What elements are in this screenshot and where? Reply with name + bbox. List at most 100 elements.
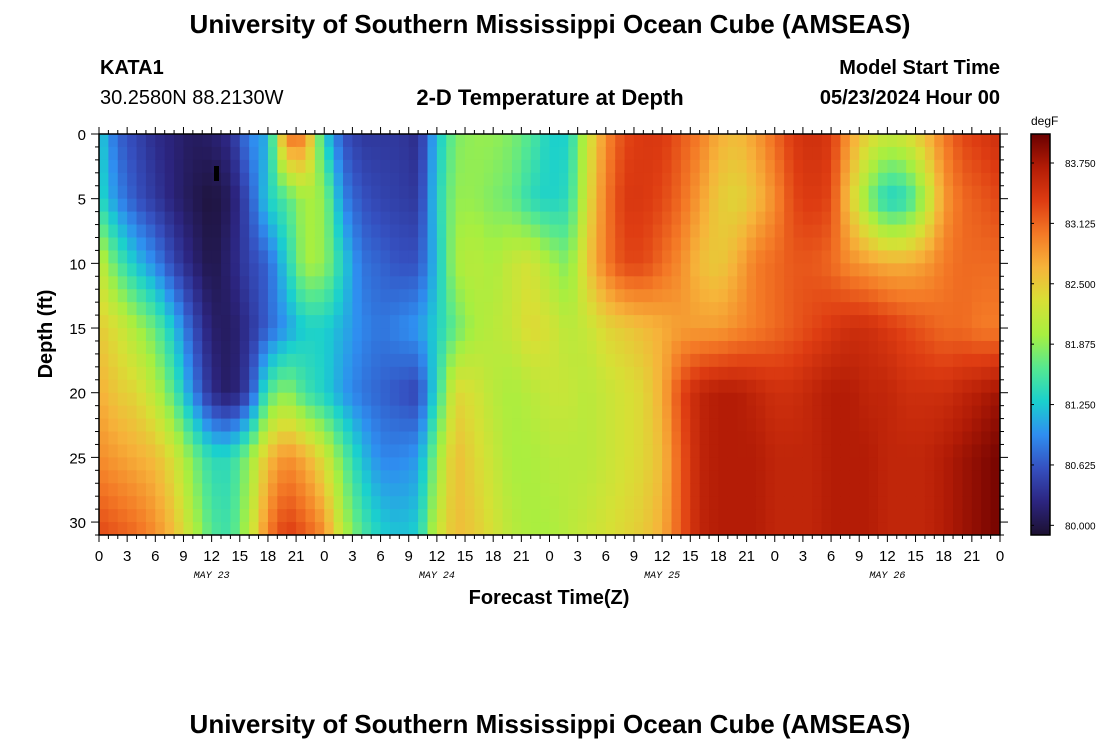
heat-cell <box>924 444 935 458</box>
heat-cell <box>652 146 663 161</box>
heat-cell <box>155 405 166 420</box>
heat-cell <box>333 470 344 484</box>
heat-cell <box>981 379 992 394</box>
heat-cell <box>361 276 372 290</box>
heat-cell <box>174 198 185 213</box>
heat-cell <box>727 172 738 187</box>
heat-cell <box>718 315 729 329</box>
heat-cell <box>540 522 551 535</box>
heat-cell <box>615 405 626 420</box>
heat-cell <box>483 496 494 510</box>
heat-cell <box>511 353 522 368</box>
heat-cell <box>192 496 203 510</box>
heat-cell <box>352 470 363 484</box>
heat-cell <box>221 263 231 277</box>
heat-cell <box>821 509 832 523</box>
heat-cell <box>474 263 485 277</box>
heat-cell <box>389 353 400 368</box>
heat-cell <box>427 496 438 510</box>
heat-cell <box>155 496 166 510</box>
heat-cell <box>737 366 748 381</box>
heat-cell <box>230 211 241 226</box>
heat-cell <box>981 328 992 342</box>
heat-cell <box>934 211 945 226</box>
heat-cell <box>596 237 607 252</box>
heat-cell <box>493 328 504 342</box>
heat-cell <box>239 340 250 355</box>
heat-cell <box>877 315 888 329</box>
heat-cell <box>117 224 128 239</box>
heat-cell <box>192 366 203 381</box>
heat-cell <box>155 250 166 264</box>
footer-title: University of Southern Mississippi Ocean… <box>189 709 911 739</box>
heat-cell <box>511 237 522 252</box>
heat-cell <box>239 172 250 187</box>
heat-cell <box>174 353 185 368</box>
heat-cell <box>680 483 691 497</box>
heat-cell <box>145 185 156 200</box>
heat-cell <box>511 289 522 303</box>
heat-cell <box>615 496 626 510</box>
heat-cell <box>239 457 250 471</box>
heat-cell <box>812 470 823 484</box>
heat-cell <box>662 224 673 239</box>
heat-cell <box>915 379 926 394</box>
heat-cell <box>371 185 382 200</box>
heat-cell <box>662 211 673 226</box>
heat-cell <box>896 315 907 329</box>
heat-cell <box>558 159 569 174</box>
heat-cell <box>117 276 128 290</box>
heat-cell <box>202 496 213 510</box>
heat-cell <box>418 185 429 200</box>
heat-cell <box>765 496 776 510</box>
heat-cell <box>840 457 851 471</box>
heat-cell <box>436 340 447 355</box>
heat-cell <box>671 224 682 239</box>
heat-cell <box>343 418 354 433</box>
heat-cell <box>446 146 457 161</box>
heat-cell <box>680 250 691 264</box>
heat-cell <box>249 146 260 161</box>
heat-cell <box>352 431 363 446</box>
heat-cell <box>840 328 851 342</box>
heat-cell <box>558 237 569 252</box>
heat-cell <box>267 340 278 355</box>
heat-cell <box>868 522 879 535</box>
heat-cell <box>371 211 382 226</box>
heat-cell <box>343 198 354 213</box>
heat-cell <box>746 457 757 471</box>
heat-cell <box>962 353 973 368</box>
heat-cell <box>755 134 766 148</box>
heat-cell <box>343 496 354 510</box>
heat-cell <box>699 146 710 161</box>
heat-cell <box>558 366 569 381</box>
heat-cell <box>267 315 278 329</box>
heat-cell <box>549 211 560 226</box>
heat-cell <box>155 483 166 497</box>
heat-cell <box>662 185 673 200</box>
heat-cell <box>587 405 598 420</box>
heat-cell <box>249 276 260 290</box>
heat-cell <box>549 276 560 290</box>
heat-cell <box>587 211 598 226</box>
heat-cell <box>990 483 1000 497</box>
heat-cell <box>840 263 851 277</box>
heat-cell <box>164 172 175 187</box>
heat-cell <box>962 172 973 187</box>
colorbar-tick-label: 80.625 <box>1065 461 1096 472</box>
heat-cell <box>587 134 598 148</box>
heat-cell <box>690 328 701 342</box>
heat-cell <box>793 159 804 174</box>
heat-cell <box>389 496 400 510</box>
heat-cell <box>821 224 832 239</box>
heat-cell <box>136 263 147 277</box>
heat-cell <box>643 250 654 264</box>
heat-cell <box>399 340 410 355</box>
heat-cell <box>671 353 682 368</box>
heat-cell <box>267 509 278 523</box>
heat-cell <box>680 522 691 535</box>
heat-cell <box>577 328 588 342</box>
heat-cell <box>192 483 203 497</box>
heat-cell <box>690 392 701 407</box>
heat-cell <box>483 509 494 523</box>
